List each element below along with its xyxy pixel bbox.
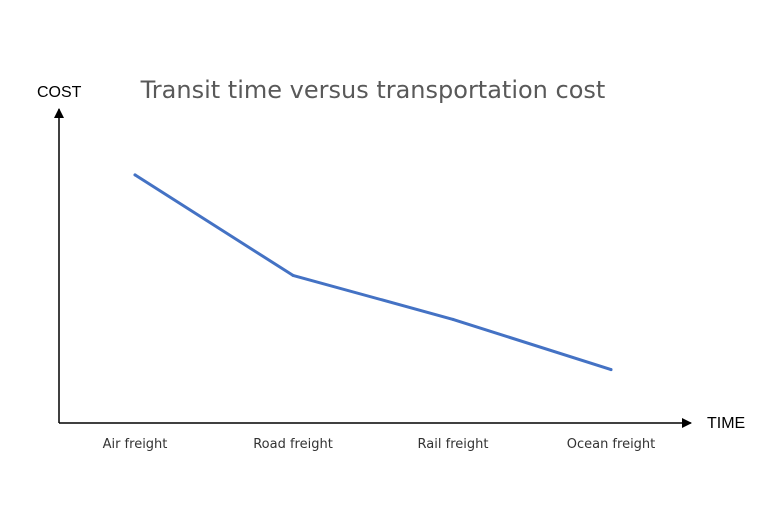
data-point xyxy=(133,173,137,177)
chart-title: Transit time versus transportation cost xyxy=(140,76,606,104)
x-axis-label: TIME xyxy=(707,415,745,432)
x-tick-label: Ocean freight xyxy=(567,437,656,452)
data-point xyxy=(609,368,613,372)
y-axis-label: COST xyxy=(37,84,82,101)
data-point xyxy=(451,317,455,321)
data-point xyxy=(291,273,295,277)
x-tick-labels: Air freight Road freight Rail freight Ocean… xyxy=(103,437,656,452)
data-points xyxy=(133,173,613,372)
series-line xyxy=(133,173,613,372)
x-tick-label: Road freight xyxy=(253,437,333,452)
x-tick-label: Rail freight xyxy=(418,437,489,452)
x-tick-label: Air freight xyxy=(103,437,168,452)
